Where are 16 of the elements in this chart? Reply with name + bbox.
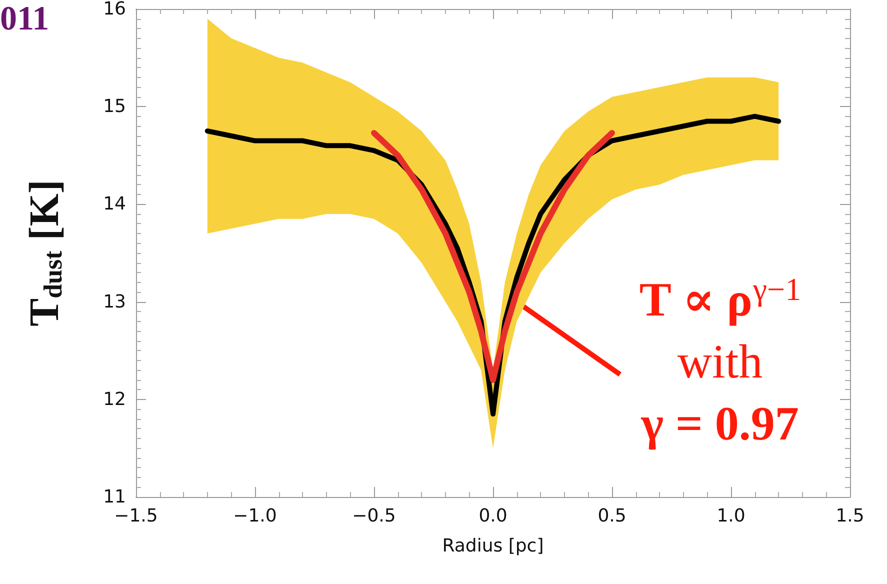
x-tick-label: −1.5 — [114, 506, 158, 526]
y-tick-label: 16 — [103, 0, 126, 20]
y-tick-label: 11 — [103, 486, 126, 508]
y-tick-label: 12 — [103, 388, 126, 410]
x-tick-label: 0.0 — [478, 506, 508, 526]
x-tick-label: 0.5 — [598, 506, 626, 526]
x-tick-label: 1.5 — [836, 506, 864, 526]
y-tick-label: 14 — [103, 194, 126, 215]
y-tick-label: 15 — [103, 96, 126, 118]
x-tick-label: 1.0 — [716, 506, 746, 526]
text: 011 — [0, 0, 50, 38]
y-tick-label: 13 — [103, 291, 126, 312]
x-tick-label: −0.5 — [352, 506, 396, 526]
y-axis-title: Tdust [K] — [22, 180, 68, 326]
x-tick-label: −1.0 — [233, 506, 277, 526]
x-axis-title: Radius [pc] — [442, 536, 544, 556]
